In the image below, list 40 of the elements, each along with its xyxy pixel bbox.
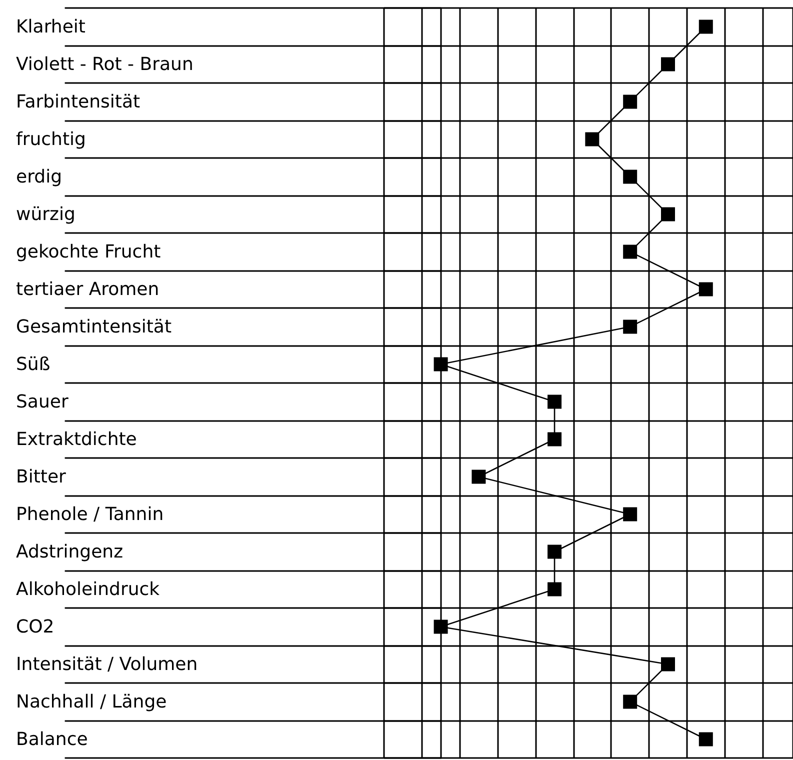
point [623,170,638,184]
point [660,57,675,72]
y-tick-label: Extraktdichte [16,428,137,450]
point [548,544,562,559]
point [660,657,675,672]
point [698,282,713,296]
point [623,694,638,709]
y-tick-label: Sauer [16,391,69,412]
point [660,207,675,222]
point [434,620,448,634]
point [472,470,486,484]
point [585,132,600,146]
y-tick-label: Klarheit [16,16,86,38]
point [623,244,638,259]
y-tick-label: CO2 [16,616,54,638]
y-tick-label: Adstringenz [16,541,124,562]
point [434,357,448,372]
point [698,20,713,34]
y-tick-label: erdig [16,166,62,188]
y-tick-label: Phenole / Tannin [16,504,164,525]
point [623,320,638,334]
point [698,732,713,746]
y-tick-label: Süß [16,354,50,375]
y-tick-label: fruchtig [16,128,86,150]
point [548,394,562,409]
point [623,507,638,522]
y-tick-label: Farbintensität [16,91,140,112]
point [548,432,562,446]
y-tick-label: würzig [16,204,76,225]
y-tick-label: Intensität / Volumen [16,654,198,675]
y-tick-label: Violett - Rot - Braun [16,54,194,75]
point [548,582,562,596]
y-tick-label: Alkoholeindruck [16,578,160,600]
y-tick-label: Nachhall / Länge [16,691,167,712]
y-tick-label: Bitter [16,466,67,488]
point [623,94,638,109]
y-tick-label: Gesamtintensität [16,316,172,338]
y-tick-label: Balance [16,728,88,750]
y-tick-label: tertiaer Aromen [16,278,160,300]
y-tick-label: gekochte Frucht [16,241,161,262]
